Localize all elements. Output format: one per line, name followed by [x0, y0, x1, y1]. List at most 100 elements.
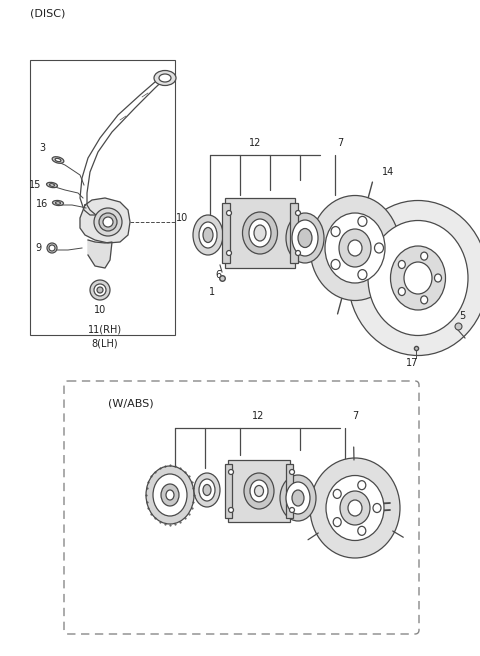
Text: 10: 10 — [176, 213, 188, 223]
Ellipse shape — [292, 220, 318, 256]
Ellipse shape — [348, 201, 480, 356]
Text: 7: 7 — [352, 411, 358, 421]
Ellipse shape — [326, 476, 384, 541]
Ellipse shape — [244, 473, 274, 509]
Ellipse shape — [280, 475, 316, 521]
Ellipse shape — [49, 184, 54, 186]
Text: 12: 12 — [252, 411, 264, 421]
Ellipse shape — [373, 504, 381, 512]
Ellipse shape — [47, 182, 58, 188]
Ellipse shape — [348, 500, 362, 516]
Ellipse shape — [242, 212, 277, 254]
Ellipse shape — [49, 245, 55, 251]
Text: (W/ABS): (W/ABS) — [108, 398, 154, 408]
Ellipse shape — [339, 229, 371, 267]
Text: 3: 3 — [39, 143, 45, 153]
Ellipse shape — [199, 222, 217, 248]
Ellipse shape — [398, 287, 405, 295]
Text: 16: 16 — [36, 199, 48, 209]
Ellipse shape — [254, 225, 266, 241]
Text: 9: 9 — [35, 243, 41, 253]
Ellipse shape — [420, 296, 428, 304]
Ellipse shape — [227, 251, 231, 255]
Text: 10: 10 — [94, 305, 106, 315]
Ellipse shape — [52, 201, 63, 205]
Ellipse shape — [166, 490, 174, 500]
Ellipse shape — [310, 458, 400, 558]
Ellipse shape — [358, 481, 366, 489]
Text: 5: 5 — [459, 311, 465, 321]
Ellipse shape — [292, 490, 304, 506]
Ellipse shape — [227, 211, 231, 216]
Text: (DISC): (DISC) — [30, 9, 65, 19]
Bar — [30, 60, 175, 335]
Ellipse shape — [420, 252, 428, 260]
Ellipse shape — [103, 217, 113, 227]
Ellipse shape — [333, 489, 341, 499]
Text: 12: 12 — [249, 138, 261, 148]
Ellipse shape — [434, 274, 442, 282]
Ellipse shape — [194, 473, 220, 507]
Ellipse shape — [52, 157, 64, 163]
Ellipse shape — [47, 243, 57, 253]
Ellipse shape — [358, 270, 367, 279]
Text: 15: 15 — [29, 180, 41, 190]
Ellipse shape — [286, 213, 324, 263]
Ellipse shape — [296, 211, 300, 216]
Ellipse shape — [228, 470, 233, 474]
Ellipse shape — [298, 228, 312, 247]
Ellipse shape — [333, 518, 341, 527]
Text: 6: 6 — [215, 270, 221, 280]
Ellipse shape — [368, 220, 468, 335]
Ellipse shape — [203, 228, 213, 243]
Ellipse shape — [154, 70, 176, 85]
Ellipse shape — [94, 284, 106, 296]
Ellipse shape — [286, 482, 310, 514]
Ellipse shape — [310, 195, 400, 300]
Ellipse shape — [146, 466, 194, 524]
Ellipse shape — [331, 226, 340, 237]
Ellipse shape — [254, 485, 264, 497]
Bar — [225, 198, 295, 268]
Ellipse shape — [153, 474, 187, 516]
Ellipse shape — [340, 491, 370, 525]
Ellipse shape — [374, 243, 384, 253]
Ellipse shape — [56, 202, 60, 204]
Ellipse shape — [296, 251, 300, 255]
Ellipse shape — [331, 260, 340, 270]
Ellipse shape — [199, 479, 215, 501]
Ellipse shape — [94, 208, 122, 236]
Ellipse shape — [348, 240, 362, 256]
Ellipse shape — [99, 213, 117, 231]
Ellipse shape — [228, 508, 233, 512]
Ellipse shape — [203, 485, 211, 495]
Ellipse shape — [289, 508, 295, 512]
Text: 14: 14 — [382, 167, 394, 177]
Ellipse shape — [90, 280, 110, 300]
Ellipse shape — [404, 262, 432, 294]
Text: 17: 17 — [406, 358, 418, 368]
Text: 11(RH): 11(RH) — [88, 325, 122, 335]
Ellipse shape — [55, 158, 61, 161]
Bar — [290, 203, 298, 263]
Text: 7: 7 — [337, 138, 343, 148]
Ellipse shape — [398, 260, 405, 268]
Ellipse shape — [358, 216, 367, 226]
Polygon shape — [88, 240, 112, 268]
Ellipse shape — [325, 213, 385, 283]
Text: 1: 1 — [209, 287, 215, 297]
Polygon shape — [80, 198, 130, 243]
Text: 8(LH): 8(LH) — [92, 338, 118, 348]
Ellipse shape — [289, 470, 295, 474]
Ellipse shape — [193, 215, 223, 255]
Ellipse shape — [249, 219, 271, 247]
Ellipse shape — [358, 526, 366, 535]
Ellipse shape — [391, 246, 445, 310]
Ellipse shape — [250, 480, 268, 502]
Ellipse shape — [161, 484, 179, 506]
Bar — [228, 460, 290, 522]
Bar — [222, 203, 230, 263]
Ellipse shape — [159, 74, 171, 82]
Bar — [225, 464, 232, 518]
Ellipse shape — [97, 287, 103, 293]
